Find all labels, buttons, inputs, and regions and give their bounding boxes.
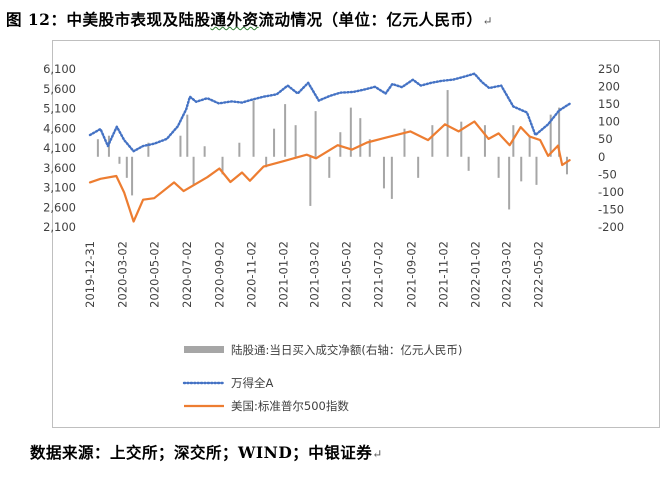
right-axis-tick-label: 200 <box>598 80 620 94</box>
northbound-bar <box>252 100 255 157</box>
northbound-bar <box>403 128 406 157</box>
x-axis-tick-label: 2022-01-02 <box>468 241 482 308</box>
northbound-bar <box>508 156 511 210</box>
northbound-bar <box>446 90 449 157</box>
figure-title-wavy: 通外资 <box>210 10 259 29</box>
data-source-text: 数据来源：上交所；深交所；WIND；中银证券 <box>30 443 373 462</box>
northbound-bar <box>558 107 561 157</box>
northbound-bar <box>192 156 195 185</box>
figure-title: 图 12：中美股市表现及陆股通外资流动情况（单位：亿元人民币）↵ <box>6 8 493 30</box>
northbound-bar <box>328 156 331 178</box>
left-axis-tick-label: 5,100 <box>43 102 76 116</box>
northbound-bar <box>497 156 500 178</box>
northbound-bar <box>203 146 206 157</box>
northbound-bar <box>390 156 393 199</box>
northbound-bar <box>339 132 342 157</box>
northbound-bar <box>535 156 538 185</box>
return-mark-icon: ↵ <box>372 447 383 461</box>
x-axis-tick-label: 2020-11-02 <box>244 241 258 308</box>
northbound-bar <box>131 156 134 196</box>
x-axis-tick-label: 2021-07-02 <box>372 241 386 308</box>
northbound-bar <box>431 125 434 157</box>
northbound-bar <box>528 135 531 157</box>
x-axis-tick-label: 2022-03-02 <box>500 241 514 308</box>
right-axis-tick-label: 50 <box>598 132 613 146</box>
northbound-bar <box>147 142 150 157</box>
right-axis-tick-label: -100 <box>598 185 624 199</box>
left-axis-tick-label: 2,100 <box>43 220 76 234</box>
northbound-bar <box>349 107 352 157</box>
northbound-bar <box>368 139 371 157</box>
left-axis-tick-label: 3,100 <box>43 181 76 195</box>
northbound-bar <box>314 111 317 157</box>
left-axis-tick-label: 6,100 <box>43 62 76 76</box>
data-source: 数据来源：上交所；深交所；WIND；中银证券↵ <box>30 441 383 463</box>
northbound-bar <box>359 118 362 157</box>
sp500-line <box>88 120 571 223</box>
x-axis-tick-label: 2021-03-02 <box>308 241 322 308</box>
wind-all-a-line <box>88 72 571 153</box>
left-axis-tick-label: 2,600 <box>43 200 76 214</box>
x-axis-tick-label: 2020-07-02 <box>180 241 194 308</box>
right-axis-tick-label: -50 <box>598 167 617 181</box>
northbound-bar <box>179 135 182 157</box>
northbound-bar <box>96 139 99 157</box>
figure-title-rest: 流动情况（单位：亿元人民币） <box>258 10 483 29</box>
legend-label-sp500: 美国:标准普尔500指数 <box>231 399 349 413</box>
northbound-bar <box>118 156 121 164</box>
left-axis-tick-label: 4,600 <box>43 121 76 135</box>
x-axis-tick-label: 2021-11-02 <box>436 241 450 308</box>
northbound-bar <box>309 156 312 206</box>
northbound-bar <box>565 156 568 175</box>
x-axis-tick-label: 2020-05-02 <box>148 241 162 308</box>
northbound-bar <box>520 156 523 182</box>
left-axis-tick-label: 3,600 <box>43 161 76 175</box>
northbound-bar <box>273 128 276 157</box>
northbound-bar <box>417 156 420 178</box>
right-axis-tick-label: 0 <box>598 150 605 164</box>
legend-label-wind-all-a: 万得全A <box>231 376 273 390</box>
legend-label-northbound: 陆股通:当日买入成交净额(右轴：亿元人民币) <box>231 343 462 357</box>
figure-title-prefix: 图 12： <box>6 10 67 29</box>
figure-title-main: 中美股市表现及陆股 <box>66 10 211 29</box>
legend-swatch-northbound <box>184 346 224 353</box>
left-axis-tick-label: 5,600 <box>43 82 76 96</box>
northbound-bar <box>125 156 128 178</box>
x-axis-tick-label: 2021-01-02 <box>277 241 291 308</box>
northbound-bar <box>284 104 287 157</box>
x-axis-tick-label: 2020-03-02 <box>116 241 130 308</box>
x-axis-tick-label: 2019-12-31 <box>83 241 97 308</box>
northbound-bar <box>294 125 297 157</box>
return-mark-icon: ↵ <box>482 14 494 28</box>
chart-frame <box>52 40 660 428</box>
right-axis-tick-label: 250 <box>598 62 620 76</box>
northbound-bar <box>467 156 470 171</box>
northbound-bar <box>186 114 189 157</box>
northbound-bar <box>221 156 224 175</box>
x-axis-tick-label: 2021-05-02 <box>340 241 354 308</box>
x-axis-tick-label: 2020-09-02 <box>212 241 226 308</box>
northbound-bar <box>238 142 241 157</box>
northbound-bar <box>460 121 463 157</box>
northbound-bar <box>549 114 552 157</box>
right-axis-tick-label: -150 <box>598 202 624 216</box>
left-axis-tick-label: 4,100 <box>43 141 76 155</box>
northbound-bar <box>483 125 486 157</box>
right-axis-tick-label: 100 <box>598 115 620 129</box>
northbound-bar <box>382 156 385 189</box>
northbound-bar <box>265 156 268 168</box>
x-axis-tick-label: 2022-05-02 <box>532 241 546 308</box>
x-axis-tick-label: 2021-09-02 <box>404 241 418 308</box>
right-axis-tick-label: -200 <box>598 220 624 234</box>
right-axis-tick-label: 150 <box>598 97 620 111</box>
